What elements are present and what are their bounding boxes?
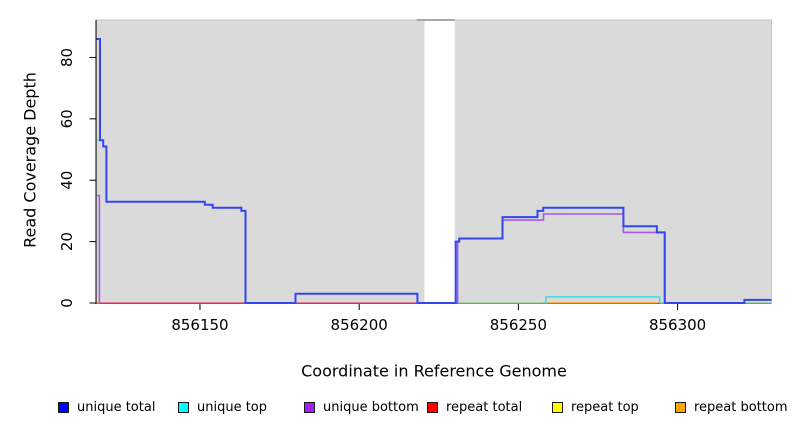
x-tick-label: 856300 [649,316,706,334]
legend-swatch-repeat-bottom [675,401,686,413]
legend-label: repeat bottom [694,399,788,415]
series-unique-total [96,38,772,304]
legend-item-unique-total: unique total [58,399,155,415]
panel-background [454,20,772,303]
x-tick-label: 856250 [490,316,547,334]
legend-label: unique top [197,399,268,415]
series-unique-bottom [96,194,101,303]
legend: unique total unique top unique bottom re… [0,399,792,419]
x-tick-label: 856150 [171,316,228,334]
legend-item-unique-top: unique top [178,399,267,415]
legend-swatch-unique-total [58,401,69,413]
y-axis-title: Read Coverage Depth [20,72,40,248]
legend-item-repeat-top: repeat top [552,399,639,415]
legend-label: repeat top [571,399,639,415]
y-tick-label: 60 [58,109,76,128]
legend-swatch-unique-bottom [304,401,315,413]
x-axis-title: Coordinate in Reference Genome [301,361,567,381]
y-tick-label: 40 [58,171,76,190]
legend-item-unique-bottom: unique bottom [304,399,419,415]
y-tick-label: 0 [58,298,76,308]
x-tick-label: 856200 [331,316,388,334]
legend-swatch-unique-top [178,401,189,413]
legend-swatch-repeat-total [427,401,438,413]
series-unique-top [543,296,661,304]
legend-item-repeat-total: repeat total [427,399,522,415]
panel-background [96,20,425,303]
legend-label: repeat total [446,399,523,415]
y-tick-label: 80 [58,48,76,67]
legend-swatch-repeat-top [552,401,563,413]
legend-label: unique total [77,399,156,415]
legend-label: unique bottom [323,399,419,415]
y-tick-label: 20 [58,232,76,251]
legend-item-repeat-bottom: repeat bottom [675,399,788,415]
